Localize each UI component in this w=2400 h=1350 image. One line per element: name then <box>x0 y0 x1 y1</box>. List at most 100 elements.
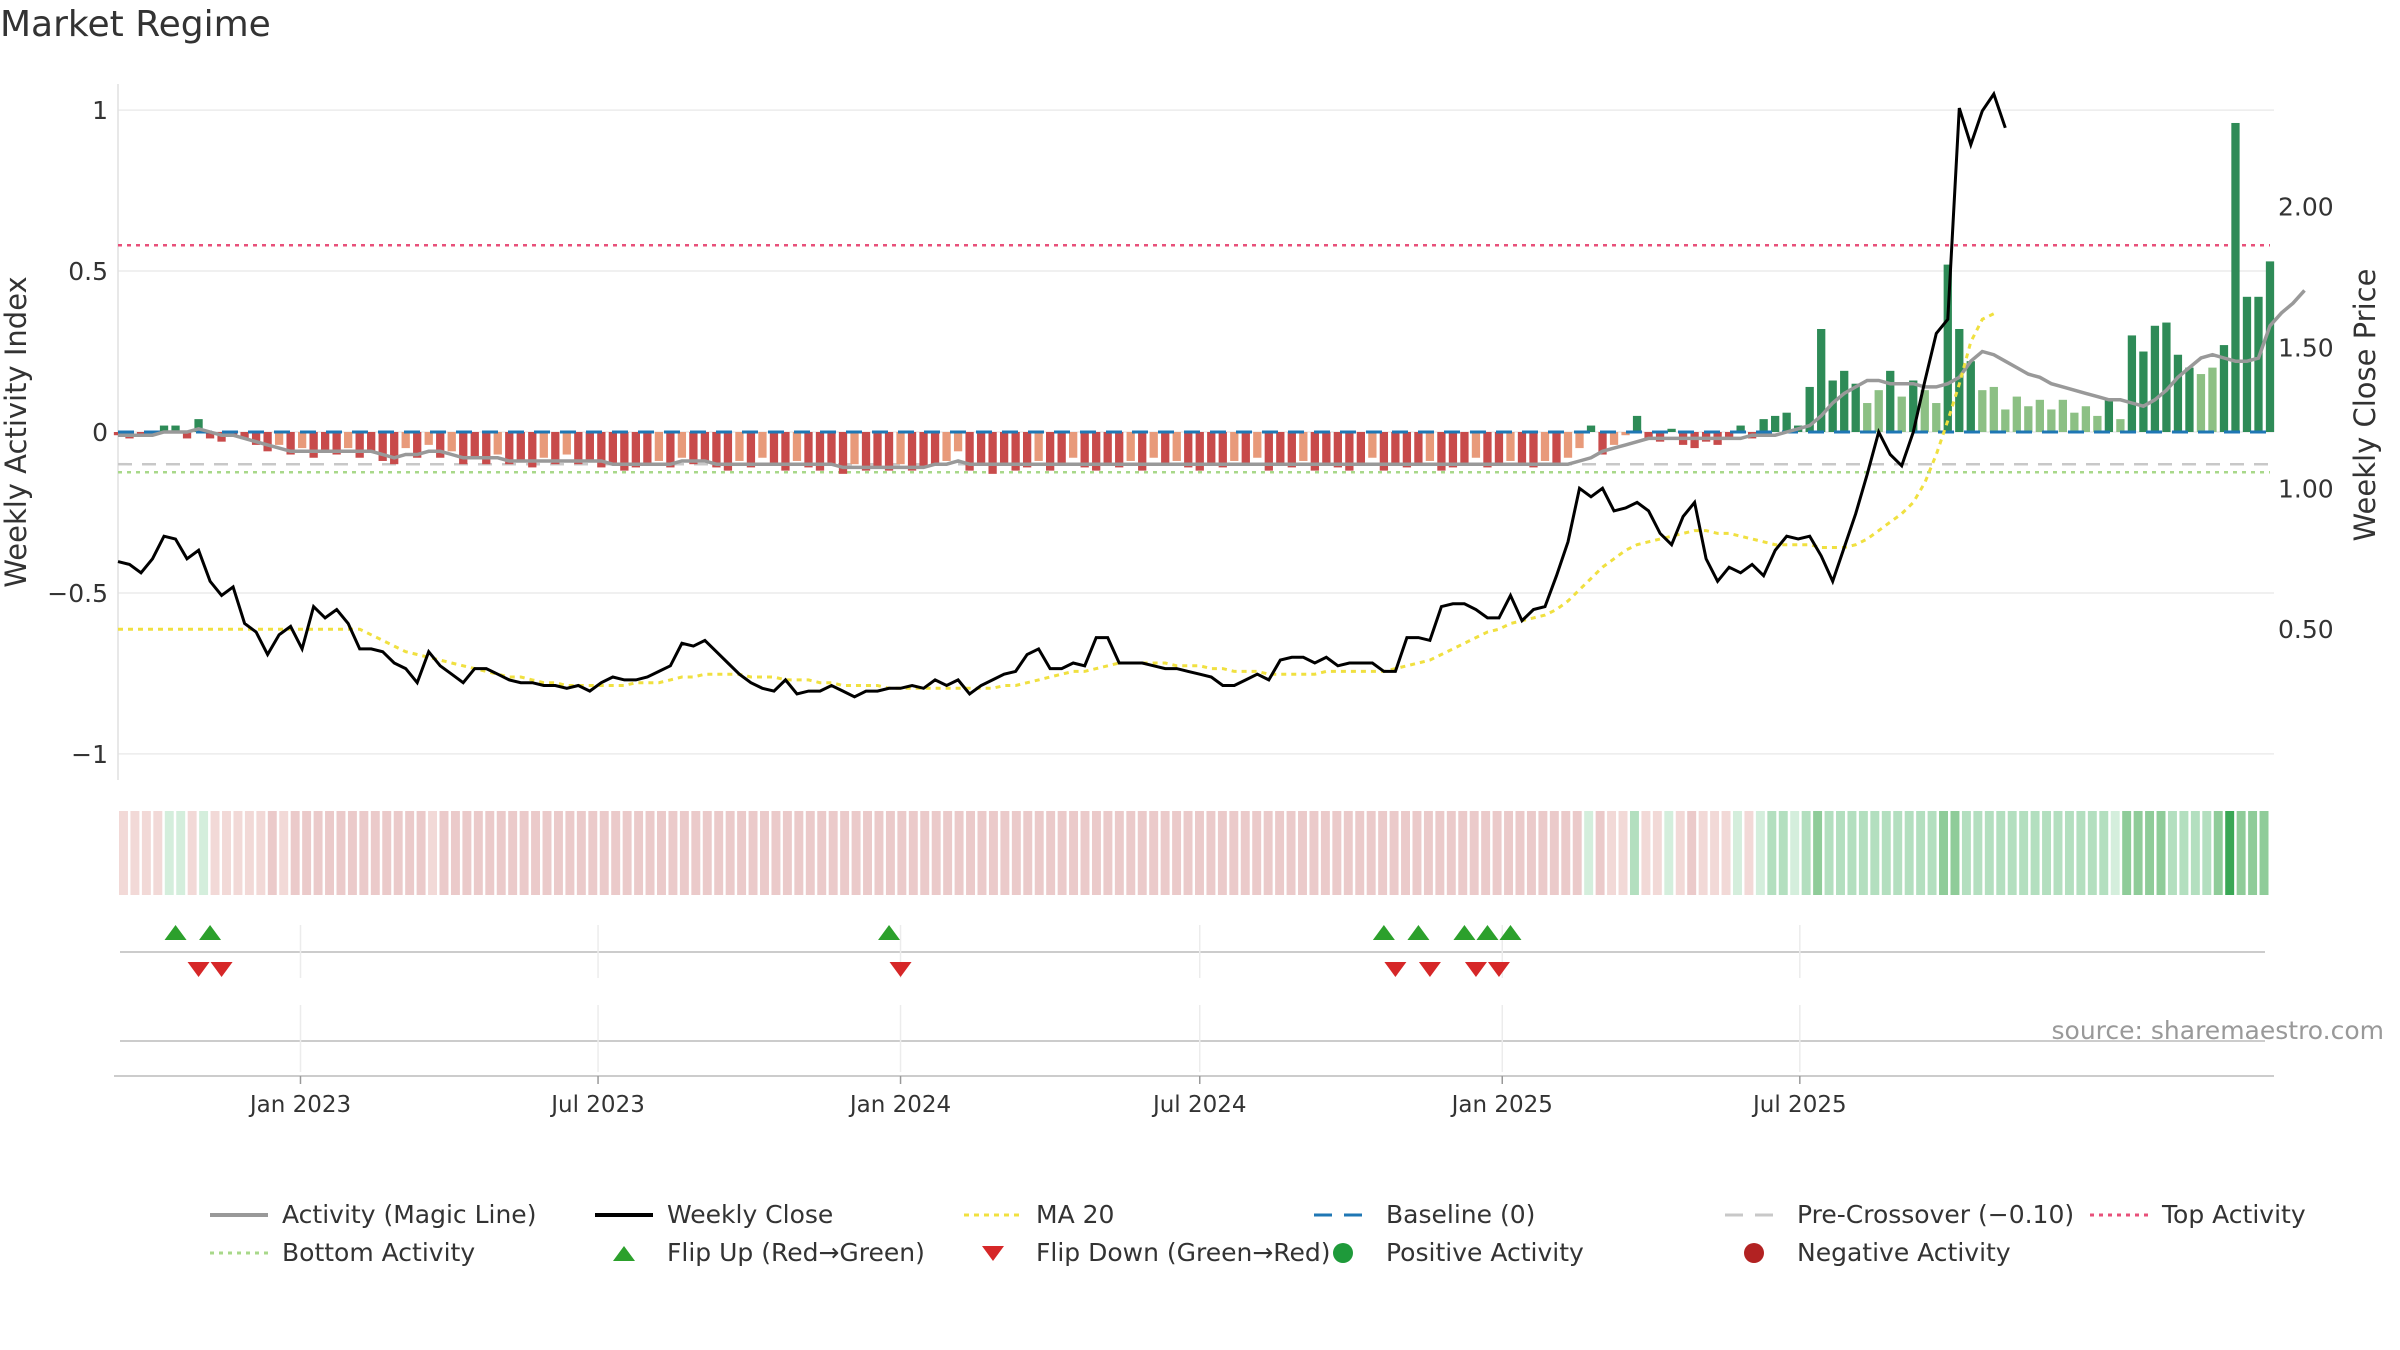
regime-cell <box>1996 811 2006 895</box>
regime-cell <box>164 811 174 895</box>
activity-bar <box>1172 432 1181 461</box>
left-tick-label: −1 <box>71 740 108 769</box>
regime-cell <box>576 811 586 895</box>
activity-bar <box>1552 432 1561 465</box>
regime-cell <box>1801 811 1811 895</box>
flip-down-marker <box>210 962 233 977</box>
regime-cell <box>1698 811 1708 895</box>
regime-cell <box>2122 811 2132 895</box>
legend-baseline: Baseline (0) <box>1314 1200 1535 1229</box>
regime-cell <box>1939 811 1948 895</box>
regime-cell <box>1549 811 1559 895</box>
regime-cell <box>542 811 552 895</box>
regime-cell <box>1973 811 1983 895</box>
regime-cell <box>599 811 609 895</box>
activity-bar <box>608 432 617 465</box>
activity-bar <box>1598 432 1607 455</box>
flip-up-marker <box>878 925 901 940</box>
activity-bar <box>1287 432 1296 468</box>
regime-cell <box>1217 811 1227 895</box>
flip-up-marker <box>1499 925 1522 940</box>
regime-cell <box>634 811 644 895</box>
regime-cell <box>1595 811 1605 895</box>
legend-swatch <box>613 1245 635 1261</box>
weekly-close-line <box>117 90 2007 699</box>
activity-bar <box>1195 432 1204 471</box>
activity-bar <box>1333 432 1342 468</box>
legend-label: Bottom Activity <box>282 1238 476 1267</box>
regime-cell <box>519 811 529 895</box>
legend-positive-activity: Positive Activity <box>1314 1238 1584 1267</box>
legend-swatch <box>964 1213 1022 1216</box>
regime-cell <box>1343 811 1353 895</box>
activity-bar <box>746 432 756 468</box>
legend-swatch <box>1333 1242 1353 1263</box>
regime-cell <box>496 811 506 895</box>
activity-bar <box>1771 415 1780 432</box>
activity-bar <box>240 432 249 439</box>
activity-bar <box>1805 386 1814 432</box>
regime-cell <box>1423 811 1433 895</box>
activity-bar <box>838 432 848 474</box>
legend-swatch <box>210 1212 268 1217</box>
activity-bar <box>1644 432 1653 439</box>
left-axis-label: Weekly Activity Index <box>0 276 33 587</box>
magic-line <box>118 289 2306 470</box>
activity-bar <box>861 432 871 471</box>
regime-cell <box>1149 811 1159 895</box>
regime-cell <box>1538 811 1548 895</box>
activity-bar <box>413 432 422 458</box>
activity-bar <box>712 432 721 468</box>
activity-bar <box>2231 122 2240 432</box>
activity-bar <box>539 432 548 458</box>
activity-bar <box>873 432 882 468</box>
regime-cell <box>1744 811 1754 895</box>
activity-bar <box>735 432 744 461</box>
activity-bar <box>815 432 825 471</box>
regime-cell <box>863 811 872 895</box>
regime-cell <box>988 811 998 895</box>
regime-cell <box>2259 811 2269 895</box>
activity-bar <box>2139 351 2148 432</box>
activity-bar <box>1517 432 1527 465</box>
activity-bar <box>976 432 986 465</box>
activity-bar <box>999 432 1009 465</box>
ma20-line <box>118 312 1995 690</box>
regime-cell <box>931 811 941 895</box>
legend-negative-activity: Negative Activity <box>1725 1238 2011 1267</box>
regime-cell <box>851 811 861 895</box>
regime-cell <box>1446 811 1456 895</box>
regime-cell <box>1240 811 1250 895</box>
regime-cell <box>1813 811 1823 895</box>
regime-cell <box>1137 811 1147 895</box>
activity-bar <box>827 432 836 465</box>
regime-cell <box>1870 811 1880 895</box>
activity-bar <box>666 432 675 468</box>
activity-bar <box>804 432 813 468</box>
activity-bar <box>2035 399 2044 432</box>
regime-cell <box>1504 811 1514 895</box>
activity-bar <box>1609 432 1619 445</box>
regime-cell <box>1114 811 1124 895</box>
regime-cell <box>1733 811 1742 895</box>
activity-bar <box>2047 409 2056 432</box>
activity-bar <box>1115 432 1124 468</box>
left-tick-label: −0.5 <box>47 579 108 608</box>
activity-bar <box>182 432 192 439</box>
activity-bar <box>1506 432 1515 461</box>
activity-bar <box>1046 432 1055 471</box>
regime-cell <box>313 811 323 895</box>
activity-bar <box>1563 432 1573 458</box>
legend-swatch <box>982 1245 1004 1261</box>
activity-bar <box>1909 380 1918 432</box>
regime-cell <box>702 811 712 895</box>
regime-cell <box>782 811 792 895</box>
activity-bar <box>1149 432 1158 458</box>
regime-cell <box>828 811 838 895</box>
regime-cell <box>1355 811 1365 895</box>
activity-bar <box>378 432 387 461</box>
regime-cell <box>1195 811 1204 895</box>
regime-cell <box>565 811 575 895</box>
regime-cell <box>141 811 151 895</box>
